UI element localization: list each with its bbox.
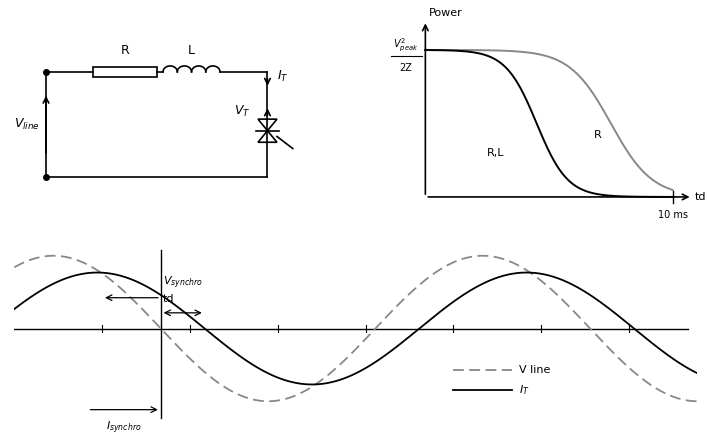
Text: $V_{line}$: $V_{line}$ — [14, 117, 40, 132]
Text: 10 ms: 10 ms — [658, 210, 687, 220]
Text: V line: V line — [519, 365, 551, 375]
Text: $I_T$: $I_T$ — [519, 383, 530, 397]
Text: R,L: R,L — [487, 148, 505, 158]
Text: 2Z: 2Z — [399, 63, 412, 73]
Text: R: R — [121, 44, 129, 57]
Text: $V_{synchro}$: $V_{synchro}$ — [163, 275, 203, 291]
Text: $I_{synchro}$: $I_{synchro}$ — [106, 420, 142, 436]
FancyBboxPatch shape — [93, 67, 157, 77]
Text: td: td — [695, 192, 707, 202]
Text: L: L — [188, 44, 195, 57]
Text: $V_T$: $V_T$ — [234, 104, 250, 119]
Text: Power: Power — [429, 7, 463, 18]
Text: td: td — [163, 294, 175, 304]
Text: R: R — [594, 130, 601, 140]
Text: $I_T$: $I_T$ — [277, 68, 288, 84]
Text: $V_{peak}^2$: $V_{peak}^2$ — [393, 37, 418, 54]
